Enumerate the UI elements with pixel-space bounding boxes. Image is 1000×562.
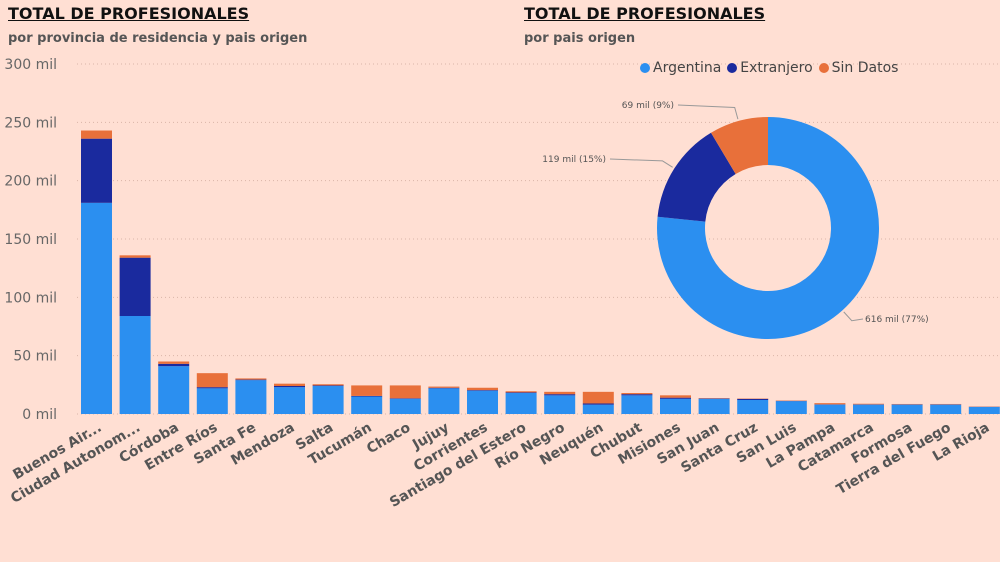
bar-segment-argentina — [505, 393, 537, 414]
bar-segment-sin-datos — [158, 361, 190, 364]
donut-slice-sin-datos — [711, 117, 768, 174]
bar-segment-argentina — [389, 398, 421, 414]
bar-segment-argentina — [891, 404, 923, 414]
bar-segment-argentina — [158, 366, 190, 414]
bar-segment-sin-datos — [853, 403, 884, 405]
bar-segment-argentina — [312, 386, 344, 414]
y-tick-label: 250 mil — [4, 115, 57, 131]
bar-segment-argentina — [660, 398, 691, 414]
bar-segment-extranjero — [660, 397, 691, 399]
bar-segment-argentina — [428, 388, 460, 414]
donut-data-label: 69 mil (9%) — [622, 101, 674, 111]
legend-marker — [640, 63, 650, 73]
bar-segment-extranjero — [351, 395, 383, 397]
bar-segment-extranjero — [119, 257, 151, 316]
donut-data-label: 119 mil (15%) — [542, 155, 606, 165]
bar-segment-argentina — [775, 401, 807, 414]
donut-data-label: 616 mil (77%) — [865, 315, 929, 325]
bar-segment-extranjero — [274, 386, 305, 388]
legend-marker — [727, 63, 738, 73]
bar-segment-argentina — [467, 390, 498, 414]
legend-item: Argentina — [640, 60, 721, 76]
bar-segment-argentina — [698, 398, 730, 414]
y-tick-label: 300 mil — [4, 57, 57, 73]
bar-segment-sin-datos — [814, 403, 846, 405]
bar-segment-extranjero — [81, 138, 112, 203]
bar-segment-sin-datos — [81, 130, 112, 139]
legend-label: Extranjero — [740, 60, 813, 76]
bar-segment-sin-datos — [389, 385, 421, 399]
y-tick-label: 100 mil — [4, 290, 57, 306]
bar-segment-extranjero — [737, 398, 769, 400]
bar-segment-extranjero — [621, 394, 653, 396]
bar-segment-argentina — [582, 404, 614, 414]
donut-slice-argentina — [656, 117, 879, 339]
bar-segment-extranjero — [389, 398, 421, 399]
bar-segment-extranjero — [505, 392, 537, 393]
bar-segment-extranjero — [428, 387, 460, 389]
donut-leader-line — [609, 158, 673, 168]
bar-chart-title: TOTAL DE PROFESIONALES — [8, 4, 250, 23]
bar-segment-sin-datos — [428, 386, 460, 388]
y-tick-label: 0 mil — [22, 407, 57, 423]
bar-segment-argentina — [274, 387, 305, 414]
legend-label: Argentina — [653, 60, 722, 76]
bar-segment-sin-datos — [119, 255, 151, 258]
bar-segment-sin-datos — [235, 378, 267, 380]
bar-segment-sin-datos — [621, 393, 653, 395]
bar-segment-extranjero — [312, 385, 344, 386]
y-tick-label: 200 mil — [4, 174, 57, 190]
y-tick-label: 50 mil — [13, 349, 57, 365]
bar-segment-sin-datos — [351, 385, 383, 396]
bar-chart-subtitle: por provincia de residencia y pais orige… — [8, 31, 308, 46]
bar-segment-sin-datos — [582, 391, 614, 404]
bar-segment-extranjero — [235, 379, 267, 381]
bar-segment-argentina — [853, 404, 884, 414]
legend-marker — [818, 63, 829, 73]
bar-segment-argentina — [544, 395, 576, 414]
bar-segment-argentina — [621, 395, 653, 414]
bar-segment-extranjero — [582, 403, 614, 405]
bar-segment-argentina — [930, 404, 962, 414]
bar-segment-sin-datos — [196, 373, 228, 388]
bar-segment-extranjero — [158, 363, 190, 367]
y-tick-label: 150 mil — [4, 232, 57, 248]
bar-segment-argentina — [81, 202, 112, 414]
donut-chart-title: TOTAL DE PROFESIONALES — [524, 4, 766, 23]
legend-item: Extranjero — [727, 60, 813, 76]
bar-segment-sin-datos — [467, 387, 498, 391]
bar-segment-extranjero — [544, 394, 576, 396]
legend-item: Sin Datos — [818, 60, 899, 76]
bar-segment-argentina — [814, 404, 846, 414]
bar-segment-extranjero — [196, 387, 228, 389]
bar-segment-argentina — [351, 396, 383, 414]
donut-leader-line — [677, 104, 739, 120]
bar-segment-argentina — [235, 380, 267, 414]
donut-slice-extranjero — [657, 132, 736, 222]
donut-chart-subtitle: por pais origen — [524, 31, 636, 46]
bar-segment-sin-datos — [274, 383, 305, 386]
legend-label: Sin Datos — [831, 60, 899, 76]
bar-segment-sin-datos — [312, 384, 344, 386]
bar-segment-sin-datos — [660, 395, 691, 398]
bar-segment-argentina — [737, 400, 769, 414]
bar-segment-extranjero — [467, 390, 498, 391]
bar-segment-sin-datos — [505, 391, 537, 393]
donut-leader-line — [843, 311, 864, 322]
donut-legend: Argentina Extranjero Sin Datos — [640, 60, 898, 76]
bar-segment-argentina — [119, 316, 151, 414]
bar-segment-argentina — [196, 388, 228, 414]
bar-segment-sin-datos — [544, 391, 576, 395]
bar-segment-argentina — [968, 407, 1000, 414]
